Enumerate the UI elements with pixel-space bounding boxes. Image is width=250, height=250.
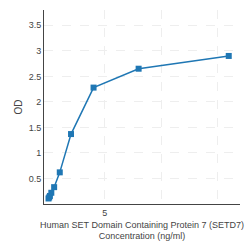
- svg-text:0.5: 0.5: [29, 174, 42, 184]
- svg-text:2: 2: [36, 97, 41, 107]
- svg-text:Human SET Domain Containing Pr: Human SET Domain Containing Protein 7 (S…: [40, 220, 244, 242]
- svg-text:OD: OD: [13, 100, 24, 115]
- svg-text:1.5: 1.5: [29, 123, 42, 133]
- svg-text:3: 3: [36, 46, 41, 56]
- svg-text:5: 5: [102, 208, 107, 218]
- svg-text:2.5: 2.5: [29, 72, 42, 82]
- svg-text:3.5: 3.5: [29, 20, 42, 30]
- svg-text:1: 1: [36, 148, 41, 158]
